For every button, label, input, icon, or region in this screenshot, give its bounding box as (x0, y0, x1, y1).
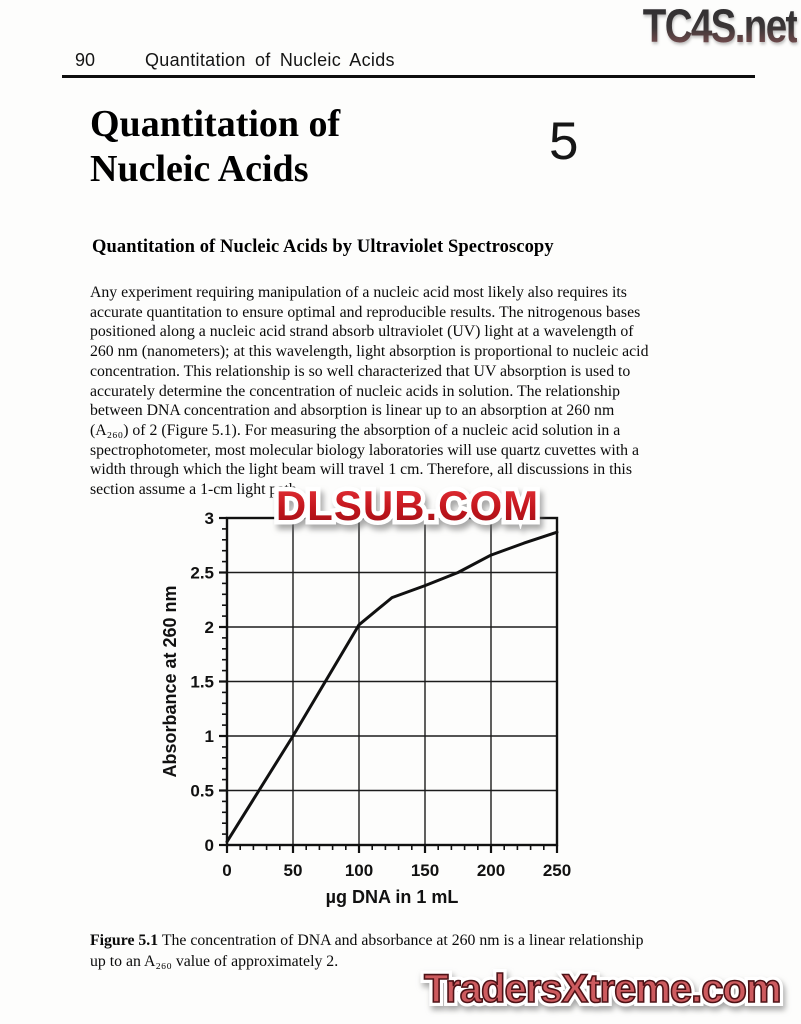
tradersxtreme-watermark: TradersXtreme.com (423, 966, 782, 1012)
section-heading: Quantitation of Nucleic Acids by Ultravi… (92, 237, 554, 257)
chapter-number: 5 (549, 112, 579, 171)
svg-text:1: 1 (205, 727, 214, 746)
svg-text:0: 0 (205, 836, 214, 855)
svg-text:µg DNA in 1 mL: µg DNA in 1 mL (326, 887, 459, 907)
svg-text:0: 0 (222, 861, 231, 880)
svg-text:250: 250 (543, 861, 571, 880)
svg-text:100: 100 (345, 861, 373, 880)
tradersxtreme-watermark-text: TradersXtreme.com (423, 966, 782, 1012)
dlsub-watermark: DLSUB.COM (250, 482, 565, 529)
svg-text:2.5: 2.5 (190, 564, 214, 583)
chapter-title-line2: Nucleic Acids (90, 148, 309, 190)
figure-caption-text: The concentration of DNA and absorbance … (90, 932, 644, 970)
figure-caption-label: Figure 5.1 (90, 932, 159, 949)
running-header-title: Quantitation of Nucleic Acids (145, 50, 395, 70)
chapter-title-line1: Quantitation of (90, 103, 341, 145)
svg-text:1.5: 1.5 (190, 673, 214, 692)
svg-text:50: 50 (284, 861, 303, 880)
svg-text:200: 200 (477, 861, 505, 880)
chapter-title: Quantitation of Nucleic Acids (90, 102, 340, 192)
header-rule (62, 75, 755, 78)
absorbance-chart: 0 0.5 1 1.5 2 2.5 3 0 50 100 150 200 250 µg DNA in 1 … (160, 509, 571, 907)
svg-text:3: 3 (205, 509, 214, 528)
body-paragraph: Any experiment requiring manipulation of… (90, 284, 649, 499)
figure-caption: Figure 5.1 The concentration of DNA and … (90, 931, 755, 972)
svg-text:150: 150 (411, 861, 439, 880)
tc4s-watermark: TC4S.net (643, 0, 799, 52)
svg-text:0.5: 0.5 (190, 782, 214, 801)
figure-5-1: 0 0.5 1 1.5 2 2.5 3 0 50 100 150 200 250 µg DNA in 1 … (150, 482, 610, 915)
svg-text:Absorbance at 260 nm: Absorbance at 260 nm (160, 585, 180, 777)
page-number: 90 (75, 50, 96, 70)
svg-text:2: 2 (205, 618, 214, 637)
dlsub-watermark-text: DLSUB.COM (275, 482, 540, 529)
